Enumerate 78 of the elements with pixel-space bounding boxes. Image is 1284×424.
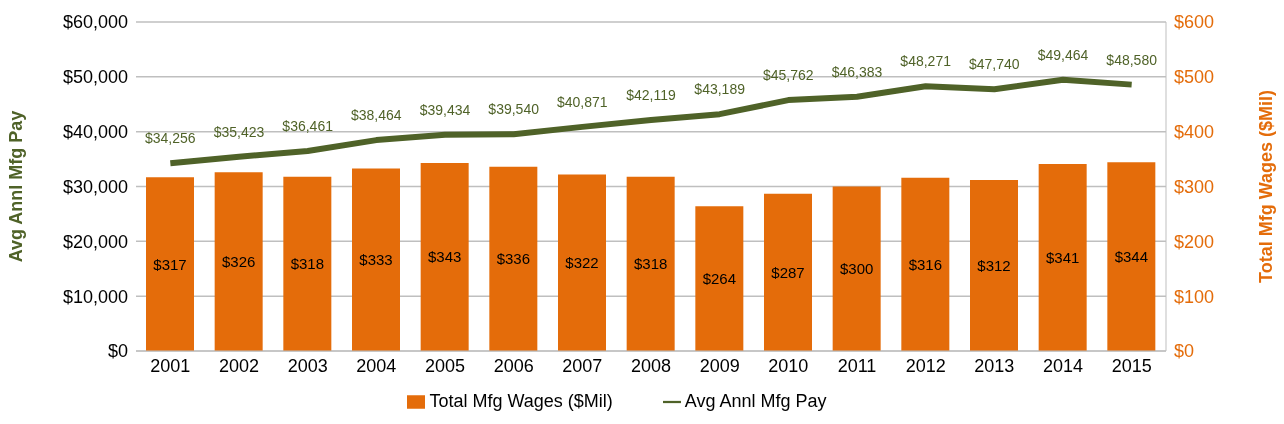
- data-label: $300: [839, 260, 874, 278]
- data-label: $333: [359, 251, 393, 269]
- x-tick-label: 2001: [150, 355, 191, 376]
- bar: [764, 193, 812, 351]
- data-label: $39,434: [419, 101, 471, 118]
- bar: [352, 168, 400, 351]
- bar: [901, 177, 950, 351]
- data-label: $343: [427, 248, 462, 266]
- x-tick-label: 2006: [493, 355, 534, 376]
- data-label: $312: [977, 256, 1011, 274]
- y2-tick-label: $400: [1174, 122, 1215, 143]
- data-label: $38,464: [351, 107, 402, 124]
- data-label: $317: [153, 255, 187, 273]
- y2-tick-label: $300: [1174, 176, 1215, 197]
- bar: [146, 177, 194, 351]
- y2-tick-label: $200: [1174, 231, 1215, 252]
- data-label: $48,271: [900, 53, 952, 70]
- y-axis-title: Avg Annl Mfg Pay: [6, 110, 27, 263]
- bar: [558, 174, 606, 351]
- legend-label: Total Mfg Wages ($Mil): [429, 391, 613, 411]
- x-tick-label: 2004: [356, 355, 397, 376]
- data-label: $344: [1114, 248, 1149, 266]
- y-tick-label: $30,000: [62, 176, 128, 197]
- bar: [695, 206, 744, 351]
- x-tick-label: 2009: [699, 355, 740, 376]
- bar: [489, 166, 538, 351]
- x-tick-label: 2002: [218, 355, 260, 376]
- data-label: $35,423: [213, 123, 265, 140]
- data-label: $49,464: [1037, 46, 1089, 63]
- data-label: $40,871: [557, 93, 608, 110]
- x-tick-label: 2015: [1111, 355, 1152, 376]
- y-tick-label: $40,000: [62, 122, 128, 143]
- x-tick-label: 2012: [905, 355, 946, 376]
- y-tick-label: $10,000: [62, 286, 128, 307]
- data-label: $341: [1045, 249, 1080, 267]
- data-label: $39,540: [488, 101, 540, 118]
- data-label: $46,383: [831, 63, 883, 80]
- x-tick-label: 2014: [1042, 355, 1084, 376]
- x-tick-label: 2007: [562, 355, 603, 376]
- x-tick-label: 2013: [974, 355, 1015, 376]
- bar: [626, 176, 675, 351]
- data-label: $45,762: [763, 67, 814, 84]
- y-tick-label: $50,000: [62, 67, 128, 88]
- y-tick-label: $20,000: [62, 231, 128, 252]
- data-label: $287: [771, 263, 805, 281]
- data-label: $336: [496, 250, 531, 268]
- data-label: $326: [221, 253, 256, 271]
- y-tick-label: $0: [107, 341, 128, 362]
- data-label: $318: [290, 255, 325, 273]
- y2-tick-label: $0: [1174, 341, 1195, 362]
- data-label: $264: [702, 270, 737, 288]
- y-tick-label: $60,000: [62, 12, 128, 33]
- bar: [283, 176, 332, 351]
- data-label: $34,256: [145, 130, 196, 147]
- y2-tick-label: $100: [1174, 286, 1215, 307]
- data-label: $322: [565, 254, 599, 272]
- bar: [970, 179, 1018, 351]
- data-label: $47,740: [969, 56, 1020, 73]
- bar: [1107, 162, 1156, 351]
- x-tick-label: 2003: [287, 355, 328, 376]
- data-label: $318: [633, 255, 668, 273]
- y2-tick-label: $500: [1174, 67, 1215, 88]
- y2-tick-label: $600: [1174, 12, 1215, 33]
- x-tick-label: 2010: [768, 355, 809, 376]
- data-label: $43,189: [694, 81, 746, 98]
- bar: [1038, 164, 1087, 351]
- bar: [832, 186, 881, 351]
- data-label: $316: [908, 255, 943, 273]
- data-label: $42,119: [626, 87, 676, 104]
- data-label: $36,461: [282, 118, 334, 135]
- bar: [420, 162, 469, 351]
- data-label: $48,580: [1106, 51, 1158, 68]
- legend-label: Avg Annl Mfg Pay: [684, 391, 827, 411]
- x-tick-label: 2005: [424, 355, 466, 376]
- x-tick-label: 2011: [837, 355, 877, 376]
- bar: [214, 172, 263, 351]
- y2-axis-title: Total Mfg Wages ($Mil): [1256, 90, 1277, 283]
- x-tick-label: 2008: [630, 355, 672, 376]
